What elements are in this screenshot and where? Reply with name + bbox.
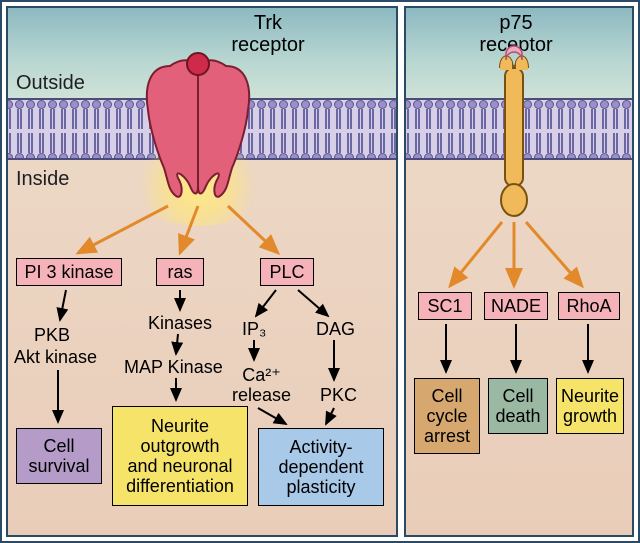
label-inside: Inside — [16, 168, 69, 191]
box-neurite-diff: Neurite outgrowth and neuronal different… — [112, 406, 248, 506]
txt-ca: Ca²⁺ release — [232, 366, 291, 406]
title-trk: Trk receptor — [208, 12, 328, 56]
txt-pkc: PKC — [320, 386, 357, 406]
txt-pkb: PKB — [34, 326, 70, 346]
box-nade: NADE — [484, 292, 548, 320]
box-neurite-growth: Neurite growth — [556, 378, 624, 434]
txt-mapk: MAP Kinase — [124, 358, 223, 378]
label-outside: Outside — [16, 72, 85, 95]
box-cell-survival: Cell survival — [16, 428, 102, 484]
txt-kinases: Kinases — [148, 314, 212, 334]
title-p75: p75 receptor — [466, 12, 566, 56]
txt-ip3: IP₃ — [242, 320, 266, 340]
box-rhoa: RhoA — [558, 292, 620, 320]
box-cell-cycle-arrest: Cell cycle arrest — [414, 378, 480, 454]
box-sc1: SC1 — [418, 292, 472, 320]
cytoplasm-bg-r — [406, 160, 632, 535]
box-plc: PLC — [260, 258, 314, 286]
box-cell-death: Cell death — [488, 378, 548, 434]
box-pi3k: PI 3 kinase — [16, 258, 122, 286]
box-ras: ras — [156, 258, 204, 286]
panel-trk: Outside Inside Trk receptor — [6, 6, 398, 537]
txt-dag: DAG — [316, 320, 355, 340]
txt-akt: Akt kinase — [14, 348, 97, 368]
panel-p75: p75 receptor — [404, 6, 634, 537]
membrane-r — [406, 98, 632, 160]
box-plasticity: Activity- dependent plasticity — [258, 428, 384, 506]
receptor-glow — [128, 146, 268, 226]
